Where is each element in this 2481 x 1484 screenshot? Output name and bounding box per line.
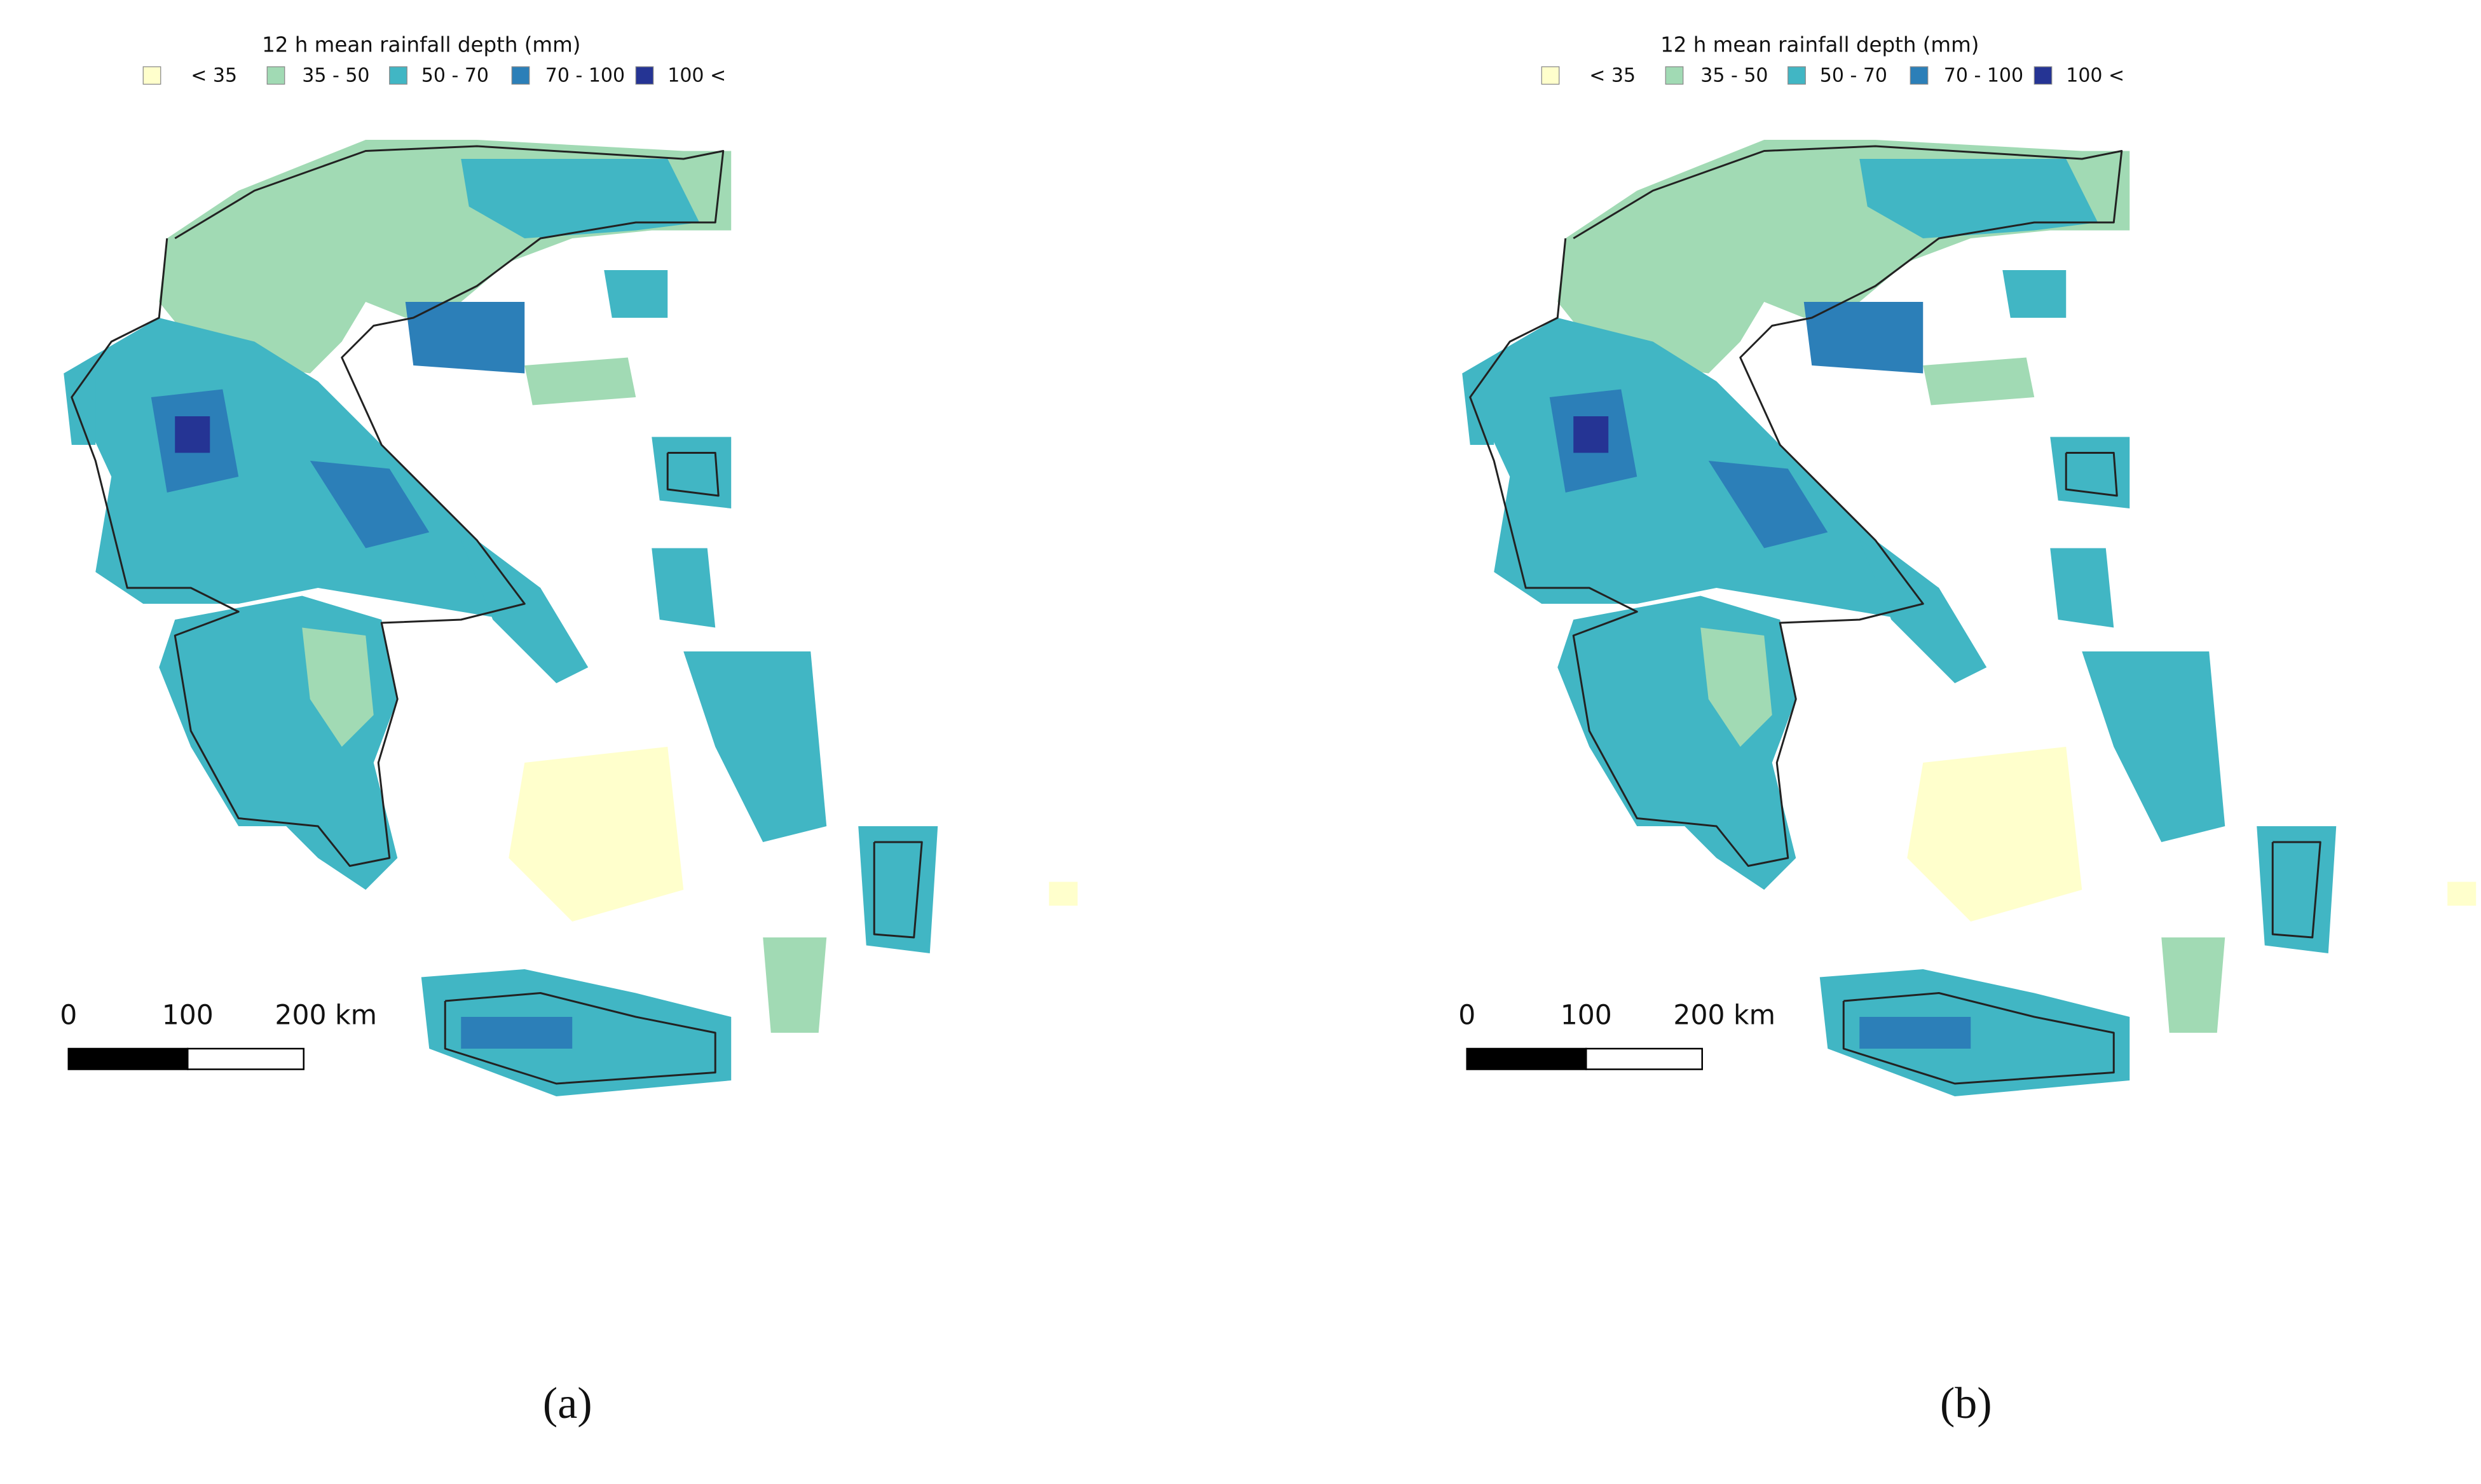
legend-label: 50 - 70 [421,65,489,87]
rain-area [1462,373,1494,445]
scale-label: 0 [1458,1000,1475,1031]
map [64,140,1078,1096]
legend-title: 12 h mean rainfall depth (mm) [1660,33,1979,57]
rain-area [64,318,541,620]
legend-label: 100 < [2066,65,2124,87]
caption: (a) [543,1379,592,1428]
rain-area [604,270,668,318]
rain-area [461,1017,573,1049]
rain-area [683,651,827,842]
rain-area [509,747,684,922]
legend-label: < 35 [1589,65,1636,87]
legend-swatch [142,66,161,85]
map [1462,140,2477,1096]
rain-area [461,159,700,238]
rain-area [461,540,589,683]
rain-area [2082,651,2225,842]
legend-swatch [266,66,285,85]
coastline [71,145,725,867]
rain-area [1907,747,2082,922]
scale-bar-white [1585,1047,1703,1070]
rain-area [2257,826,2337,953]
legend-swatch [389,66,407,85]
legend-swatch [1910,66,1929,85]
rain-area [652,548,716,628]
rain-area [1859,540,1987,683]
coastline [666,452,720,497]
rain-area [652,437,732,508]
legend-label: 100 < [667,65,726,87]
rain-area [2002,270,2067,318]
legend-swatch [1541,66,1560,85]
legend-swatch [1787,66,1806,85]
rain-area [763,937,827,1033]
legend-label: < 35 [191,65,237,87]
coastline [444,992,716,1085]
legend-label: 70 - 100 [1944,65,2023,87]
scale-label: 100 [162,1000,214,1031]
rain-area [858,826,938,953]
scale-bar-black [67,1047,189,1070]
rain-area [2161,937,2225,1033]
scale-label: 200 km [1673,1000,1775,1031]
scale-bar-black [1466,1047,1587,1070]
legend-title: 12 h mean rainfall depth (mm) [262,33,580,57]
panel: 12 h mean rainfall depth (mm) < 35 35 - 50… [60,33,1078,1428]
rain-area [175,416,210,453]
rain-area [1462,318,1939,620]
rain-area [302,627,374,747]
legend-swatch [2033,66,2053,85]
rain-area [64,373,96,445]
rain-area [1923,357,2035,405]
rain-area [310,461,430,548]
legend-label: 50 - 70 [1820,65,1887,87]
scale-label: 0 [60,1000,77,1031]
scale-label: 200 km [275,1000,377,1031]
legend-label: 70 - 100 [545,65,625,87]
panel: 12 h mean rainfall depth (mm) < 35 35 - 50… [1458,33,2477,1428]
coastline [873,841,923,939]
rain-area [1573,416,1609,453]
rain-area [524,357,636,405]
scale-label: 100 [1561,1000,1612,1031]
rain-area [2447,882,2477,906]
rain-area [1700,627,1772,747]
coastline [1842,992,2115,1085]
rain-area [2050,548,2114,628]
legend-label: 35 - 50 [302,65,369,87]
coastline [2271,841,2321,939]
coastline [1469,145,2123,867]
rain-area [1049,882,1078,906]
rain-area [1859,159,2098,238]
rain-area [1803,302,1924,374]
legend-swatch [511,66,530,85]
caption: (b) [1940,1379,1992,1428]
rain-area [1708,461,1828,548]
rain-area [1859,1017,1971,1049]
legend-swatch [1665,66,1684,85]
legend-swatch [635,66,654,85]
legend-label: 35 - 50 [1700,65,1768,87]
rain-area [405,302,525,374]
coastline [2065,452,2118,497]
rain-area [2050,437,2130,508]
scale-bar-white [187,1047,305,1070]
